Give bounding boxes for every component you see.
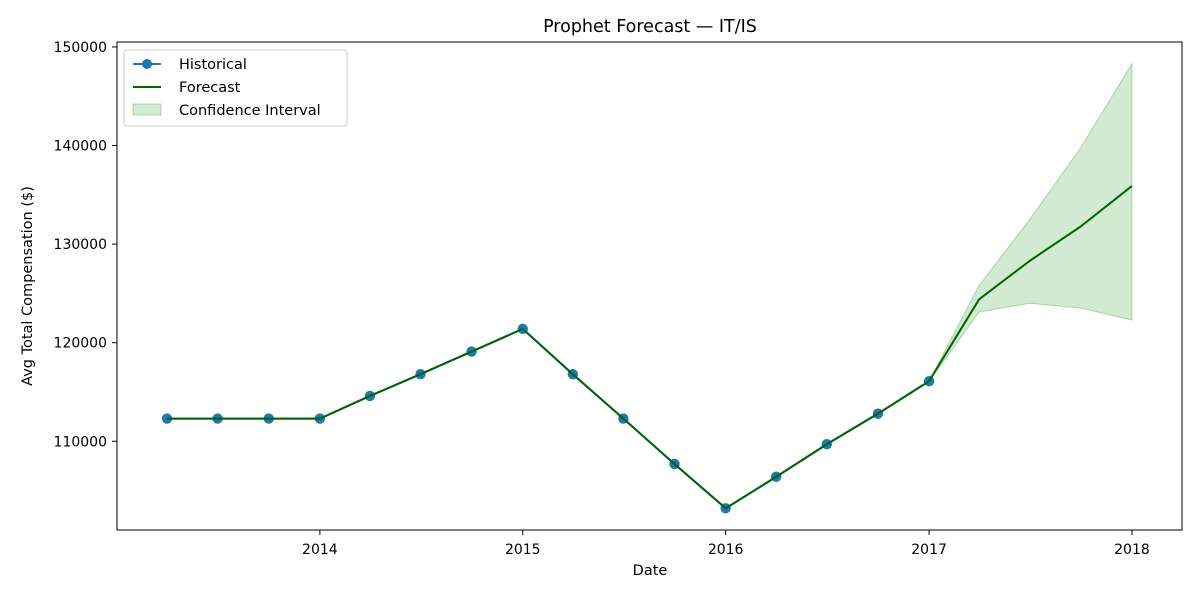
series-marker-layer bbox=[161, 185, 1133, 514]
x-tick-label: 2016 bbox=[708, 542, 744, 558]
y-tick-label: 120000 bbox=[54, 336, 107, 352]
confidence-interval-band bbox=[928, 61, 1133, 382]
y-axis-label: Avg Total Compensation ($) bbox=[20, 186, 36, 386]
x-axis: 2014 2015 2016 2017 2018 bbox=[302, 530, 1150, 558]
legend-historical-label: Historical bbox=[179, 57, 247, 73]
legend: Historical Forecast Confidence Interval bbox=[123, 49, 348, 127]
legend-confidence-label: Confidence Interval bbox=[179, 103, 321, 119]
chart-title: Prophet Forecast — IT/IS bbox=[543, 17, 757, 37]
legend-historical-marker bbox=[142, 59, 152, 69]
y-axis: 110000 120000 130000 140000 150000 bbox=[54, 40, 117, 450]
legend-box bbox=[123, 49, 348, 127]
y-tick-label: 110000 bbox=[54, 434, 107, 450]
y-tick-label: 150000 bbox=[54, 40, 107, 56]
x-tick-label: 2018 bbox=[1114, 542, 1150, 558]
forecast-series-line bbox=[167, 185, 1133, 510]
x-tick-label: 2015 bbox=[505, 542, 541, 558]
x-tick-label: 2014 bbox=[302, 542, 338, 558]
legend-forecast-label: Forecast bbox=[179, 80, 241, 96]
legend-confidence-swatch bbox=[132, 103, 162, 116]
x-tick-label: 2017 bbox=[911, 542, 947, 558]
x-axis-label: Date bbox=[633, 563, 668, 579]
y-tick-label: 140000 bbox=[54, 139, 107, 155]
plot-frame bbox=[116, 41, 1183, 531]
confidence-band-layer bbox=[928, 61, 1133, 382]
y-tick-label: 130000 bbox=[54, 237, 107, 253]
